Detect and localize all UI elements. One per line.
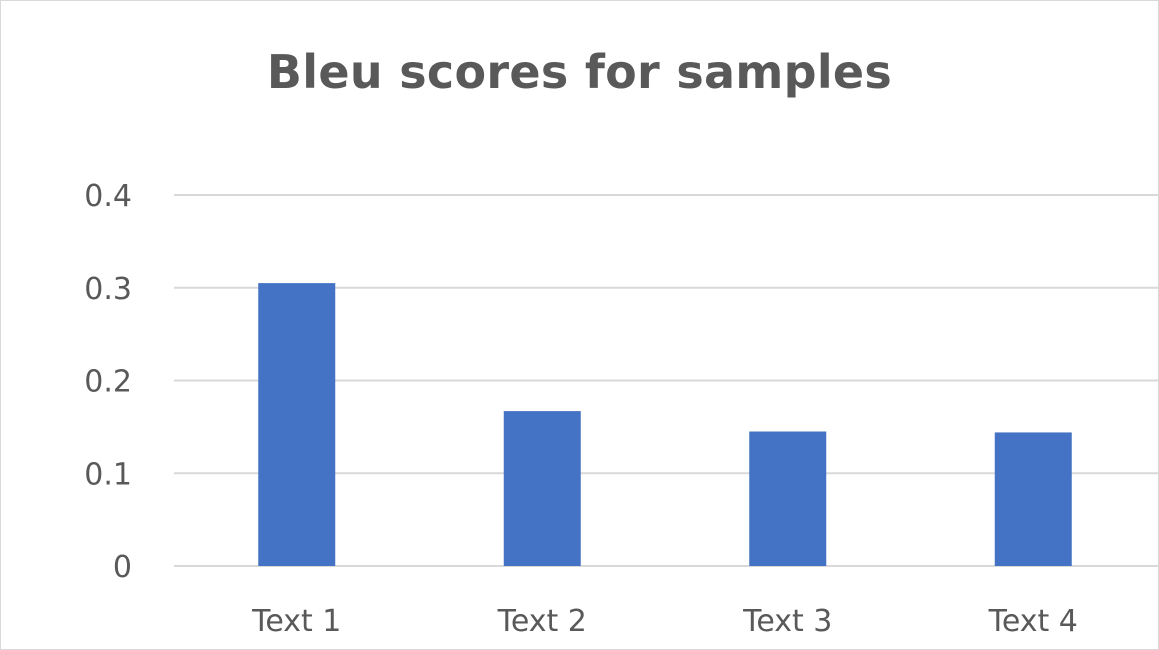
bar	[994, 432, 1072, 566]
y-tick-label: 0.2	[84, 365, 132, 400]
x-tick-label: Text 3	[742, 604, 832, 639]
x-tick-label: Text 1	[251, 604, 341, 639]
x-axis-ticks: Text 1 Text 2 Text 3 Text 4	[251, 604, 1078, 639]
y-axis-ticks: 0 0.1 0.2 0.3 0.4	[84, 179, 132, 585]
y-tick-label: 0.4	[84, 179, 132, 214]
bar	[749, 431, 827, 566]
x-tick-label: Text 2	[497, 604, 587, 639]
x-tick-label: Text 4	[988, 604, 1078, 639]
bar	[258, 283, 336, 566]
y-tick-label: 0.1	[84, 457, 132, 492]
bar	[503, 411, 581, 566]
bars	[258, 283, 1072, 566]
y-tick-label: 0	[113, 550, 132, 585]
gridlines	[174, 194, 1158, 567]
chart-title: Bleu scores for samples	[266, 45, 893, 99]
y-tick-label: 0.3	[84, 272, 132, 307]
